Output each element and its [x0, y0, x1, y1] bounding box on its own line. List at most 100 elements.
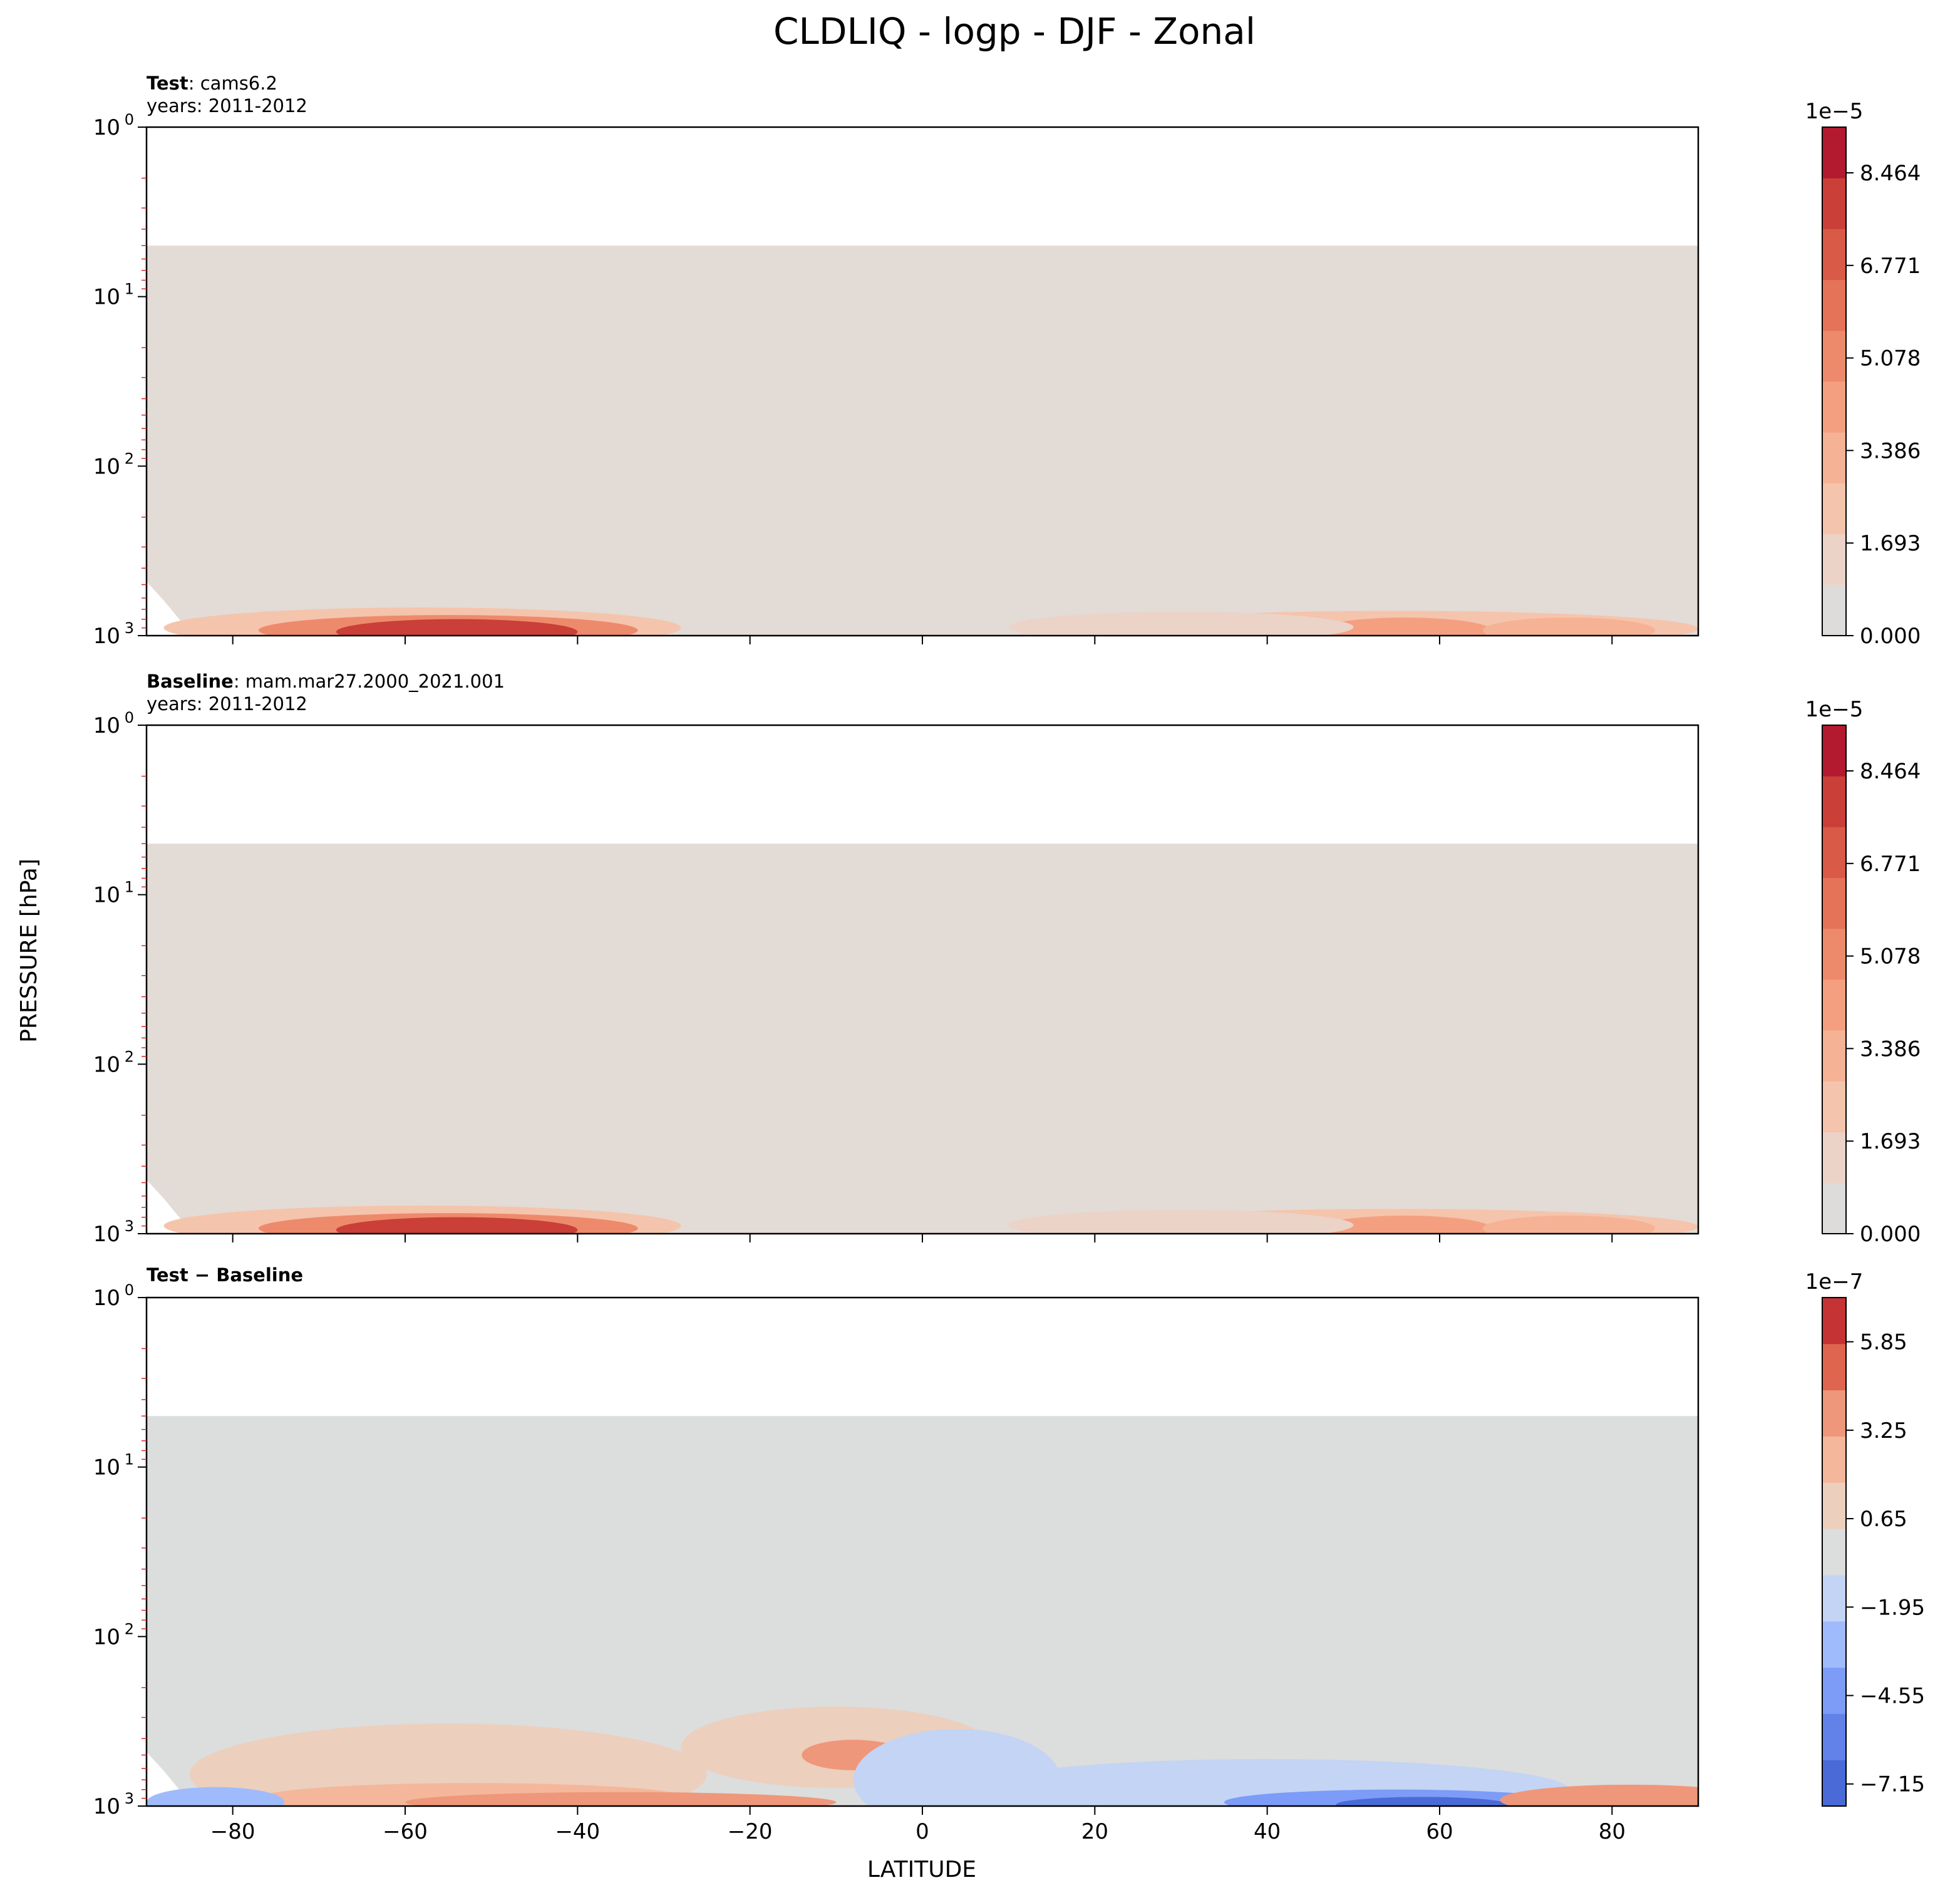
colorbar-exponent: 1e−5	[1805, 99, 1864, 124]
colorbar-level	[1822, 1621, 1846, 1668]
x-tick-label: 0	[916, 1819, 929, 1844]
contour-blobs	[163, 607, 1698, 636]
colorbar-tick-label: 3.25	[1860, 1418, 1907, 1443]
colorbar-level	[1822, 127, 1846, 178]
colorbar-tick-label: 0.000	[1860, 1222, 1921, 1247]
colorbar-tick-label: 8.464	[1860, 161, 1921, 186]
panel-title-rest: : mam.mar27.2000_2021.001	[234, 671, 505, 692]
colorbar-level	[1822, 1390, 1846, 1437]
colorbar-tick-label: 1.693	[1860, 531, 1921, 556]
colorbar-level	[1822, 1030, 1846, 1082]
colorbar-level	[1822, 877, 1846, 929]
colorbar-level	[1822, 1132, 1846, 1184]
contour-2	[336, 1217, 578, 1234]
contour-2	[405, 1792, 837, 1806]
y-tick-exponent: 3	[125, 1790, 134, 1807]
contour-0	[189, 1723, 707, 1806]
colorbar-exponent: 1e−5	[1805, 697, 1864, 722]
x-tick-label: 40	[1254, 1819, 1281, 1844]
colorbar-level	[1822, 381, 1846, 433]
colorbar-level	[1822, 1436, 1846, 1483]
colorbar-level	[1822, 1298, 1846, 1345]
panel-title: Test − Baseline	[147, 1264, 303, 1286]
y-tick-exponent: 0	[125, 1281, 134, 1299]
y-tick-label: 10	[93, 454, 120, 479]
colorbar-level	[1822, 1760, 1846, 1807]
missing-data-region	[147, 1752, 199, 1806]
contour-6	[1482, 1216, 1656, 1234]
y-tick-label: 10	[93, 115, 120, 140]
colorbar-tick-label: 6.771	[1860, 852, 1921, 877]
colorbar-level	[1822, 1667, 1846, 1714]
colorbar-tick-label: −7.15	[1860, 1772, 1925, 1797]
y-tick-label: 10	[93, 1455, 120, 1480]
y-tick-exponent: 1	[125, 281, 134, 298]
panel-title: Test: cams6.2	[147, 73, 277, 94]
missing-data-region	[147, 581, 199, 636]
panel-subtitle: years: 2011-2012	[147, 95, 307, 116]
x-tick-label: −80	[210, 1819, 255, 1844]
colorbar-tick-label: 0.65	[1860, 1507, 1907, 1532]
colorbar-tick-label: 1.693	[1860, 1129, 1921, 1154]
y-tick-exponent: 2	[125, 450, 134, 467]
y-axis-label: PRESSURE [hPa]	[16, 859, 42, 1043]
colorbar-level	[1822, 1713, 1846, 1760]
colorbar-level	[1822, 1081, 1846, 1133]
colorbar-level	[1822, 534, 1846, 586]
missing-data-region	[147, 1179, 199, 1234]
y-tick-label: 10	[93, 883, 120, 908]
field-fill	[147, 844, 1698, 1234]
colorbar-level	[1822, 776, 1846, 827]
panel-title-bold: Baseline	[147, 671, 234, 692]
colorbar-tick-label: 3.386	[1860, 438, 1921, 463]
x-tick-label: −40	[555, 1819, 600, 1844]
colorbar: −7.15 −4.55 −1.95 0.65 3.25 5.85 1e−7	[1805, 1269, 1925, 1807]
panel-baseline: 10 0 10 1 10 2 10 3 Baseline: mam.mar27.2000_202…	[93, 671, 1921, 1247]
colorbar-level	[1822, 330, 1846, 382]
y-tick-label: 10	[93, 1794, 120, 1819]
x-axis-label: LATITUDE	[867, 1857, 976, 1882]
panel-subtitle: years: 2011-2012	[147, 693, 307, 715]
contour-8	[1336, 1797, 1509, 1806]
colorbar-level	[1822, 827, 1846, 879]
x-tick-label: −20	[728, 1819, 773, 1844]
colorbar-frame	[1822, 1297, 1847, 1807]
panel-title: Baseline: mam.mar27.2000_2021.001	[147, 671, 505, 692]
colorbar-tick-label: 0.000	[1860, 624, 1921, 649]
y-tick-exponent: 3	[125, 619, 134, 637]
y-tick-label: 10	[93, 1286, 120, 1311]
panel-title-bold: Test	[147, 73, 188, 94]
y-tick-exponent: 0	[125, 709, 134, 726]
colorbar-level	[1822, 979, 1846, 1031]
colorbar: 0.000 1.693 3.386 5.078 6.771 8.464 1e−5	[1805, 697, 1921, 1247]
colorbar-level	[1822, 725, 1846, 777]
y-tick-exponent: 2	[125, 1620, 134, 1638]
colorbar-level	[1822, 928, 1846, 980]
colorbar-level	[1822, 1182, 1846, 1234]
colorbar-level	[1822, 1529, 1846, 1576]
y-tick-exponent: 1	[125, 879, 134, 896]
x-tick-label: −60	[383, 1819, 428, 1844]
contour-10	[147, 1787, 285, 1806]
y-tick-label: 10	[93, 285, 120, 310]
colorbar-level	[1822, 1343, 1846, 1391]
x-tick-label: 60	[1426, 1819, 1453, 1844]
colorbar-tick-label: 3.386	[1860, 1036, 1921, 1061]
contour-5	[1008, 1209, 1354, 1234]
colorbar-tick-label: 5.85	[1860, 1330, 1907, 1355]
y-tick-exponent: 3	[125, 1217, 134, 1235]
y-tick-label: 10	[93, 1222, 120, 1247]
colorbar-tick-label: −1.95	[1860, 1595, 1925, 1620]
colorbar-tick-label: 8.464	[1860, 759, 1921, 784]
y-tick-exponent: 2	[125, 1048, 134, 1065]
figure-title: CLDLIQ - logp - DJF - Zonal	[773, 10, 1256, 53]
colorbar-tick-label: −4.55	[1860, 1683, 1925, 1708]
y-tick-label: 10	[93, 1052, 120, 1077]
contour-5	[1008, 611, 1354, 636]
field-fill	[147, 245, 1698, 636]
contour-2	[336, 619, 578, 636]
